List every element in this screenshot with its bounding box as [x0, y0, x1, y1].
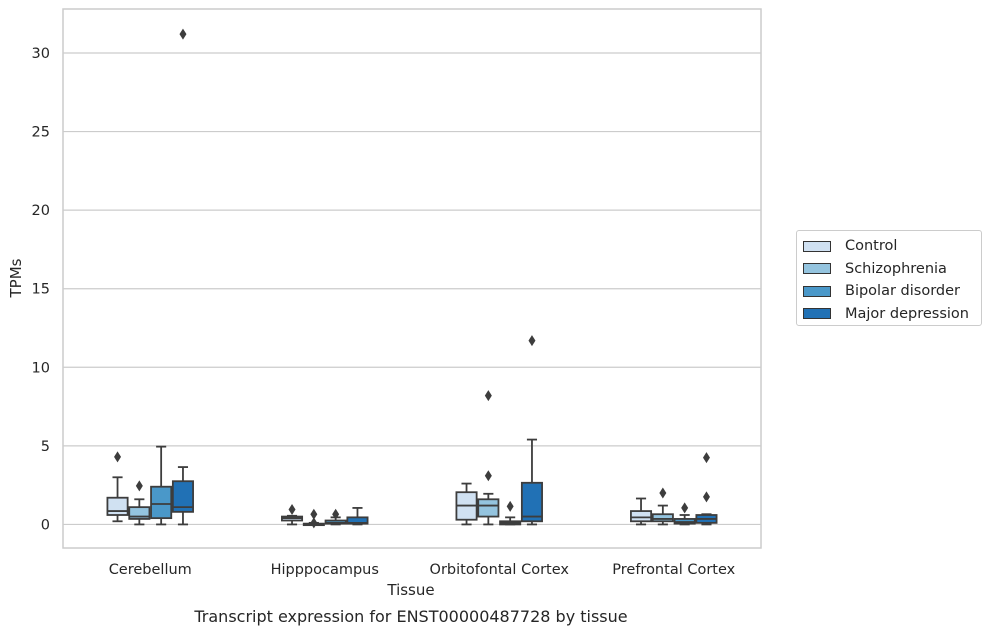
- box: [477, 498, 500, 518]
- y-gridlines: [63, 52, 761, 526]
- box: [651, 513, 674, 523]
- legend-label: Major depression: [845, 305, 969, 322]
- outlier-point: [484, 470, 492, 482]
- legend-swatch: [803, 285, 831, 297]
- y-tick-label: 5: [41, 439, 50, 455]
- y-tick-label: 10: [32, 360, 50, 376]
- x-tick-label: Cerebellum: [109, 562, 192, 578]
- y-tick-label: 25: [32, 125, 50, 141]
- x-tick-label: Prefrontal Cortex: [612, 562, 735, 578]
- outlier-point: [310, 517, 318, 529]
- box: [630, 510, 653, 523]
- outlier-point: [114, 451, 122, 463]
- chart-title: Transcript expression for ENST0000048772…: [193, 607, 627, 626]
- box-series: [106, 28, 718, 529]
- outlier-point: [179, 28, 187, 40]
- box: [150, 485, 173, 520]
- outlier-point: [288, 504, 296, 515]
- x-tick-label: Orbitofontal Cortex: [430, 562, 570, 578]
- y-tick-label: 20: [32, 203, 50, 219]
- legend-item: Major depression: [803, 303, 981, 326]
- legend: Control Schizophrenia Bipolar disorder Majo…: [796, 230, 982, 326]
- outlier-point: [310, 508, 318, 520]
- plot-frame: [62, 8, 762, 549]
- legend-swatch: [803, 240, 831, 252]
- legend-label: Control: [845, 238, 898, 255]
- y-tick-label: 0: [41, 517, 50, 533]
- outlier-point: [702, 452, 710, 464]
- box: [106, 496, 129, 516]
- outlier-point: [659, 487, 667, 499]
- y-tick-labels: 0 5 10 15 20 25 30: [32, 46, 50, 533]
- outlier-point: [506, 500, 514, 512]
- x-tick-label: Hipppocampus: [271, 562, 379, 578]
- outlier-point: [484, 390, 492, 402]
- y-tick-label: 30: [32, 46, 50, 62]
- y-axis-label: TPMs: [7, 258, 25, 298]
- series-control: [106, 451, 653, 526]
- legend-label: Schizophrenia: [845, 260, 947, 277]
- series-major-depression: [171, 28, 718, 526]
- y-tick-label: 15: [32, 282, 50, 298]
- outlier-point: [681, 502, 689, 514]
- legend-swatch: [803, 263, 831, 275]
- legend-item: Schizophrenia: [803, 258, 981, 281]
- x-tick-labels: Cerebellum Hipppocampus Orbitofontal Corte…: [109, 562, 736, 578]
- legend-label: Bipolar disorder: [845, 283, 960, 300]
- outlier-point: [528, 335, 536, 347]
- legend-item: Bipolar disorder: [803, 280, 981, 303]
- legend-item: Control: [803, 235, 981, 258]
- series-schizophrenia: [128, 390, 674, 529]
- legend-swatch: [803, 308, 831, 320]
- x-axis-label: Tissue: [386, 581, 434, 599]
- box: [520, 481, 543, 523]
- series-bipolar-disorder: [150, 445, 696, 526]
- outlier-point: [135, 480, 143, 492]
- box: [128, 506, 151, 520]
- outlier-point: [702, 491, 710, 503]
- outlier-point: [332, 508, 340, 520]
- box: [171, 480, 194, 513]
